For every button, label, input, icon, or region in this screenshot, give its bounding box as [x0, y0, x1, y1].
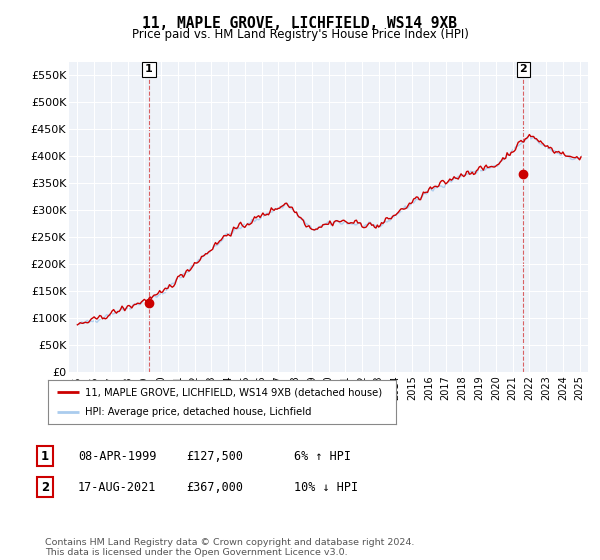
- Text: 2: 2: [520, 64, 527, 74]
- Text: 17-AUG-2021: 17-AUG-2021: [78, 480, 157, 494]
- Text: £367,000: £367,000: [186, 480, 243, 494]
- Text: 08-APR-1999: 08-APR-1999: [78, 450, 157, 463]
- Text: £127,500: £127,500: [186, 450, 243, 463]
- Text: 11, MAPLE GROVE, LICHFIELD, WS14 9XB (detached house): 11, MAPLE GROVE, LICHFIELD, WS14 9XB (de…: [85, 387, 382, 397]
- Text: 1: 1: [41, 450, 49, 463]
- Text: 11, MAPLE GROVE, LICHFIELD, WS14 9XB: 11, MAPLE GROVE, LICHFIELD, WS14 9XB: [143, 16, 458, 31]
- Text: HPI: Average price, detached house, Lichfield: HPI: Average price, detached house, Lich…: [85, 407, 311, 417]
- Text: 1: 1: [145, 64, 153, 74]
- Text: 2: 2: [41, 480, 49, 494]
- Text: 10% ↓ HPI: 10% ↓ HPI: [294, 480, 358, 494]
- Text: 6% ↑ HPI: 6% ↑ HPI: [294, 450, 351, 463]
- Text: Price paid vs. HM Land Registry's House Price Index (HPI): Price paid vs. HM Land Registry's House …: [131, 28, 469, 41]
- Text: Contains HM Land Registry data © Crown copyright and database right 2024.
This d: Contains HM Land Registry data © Crown c…: [45, 538, 415, 557]
